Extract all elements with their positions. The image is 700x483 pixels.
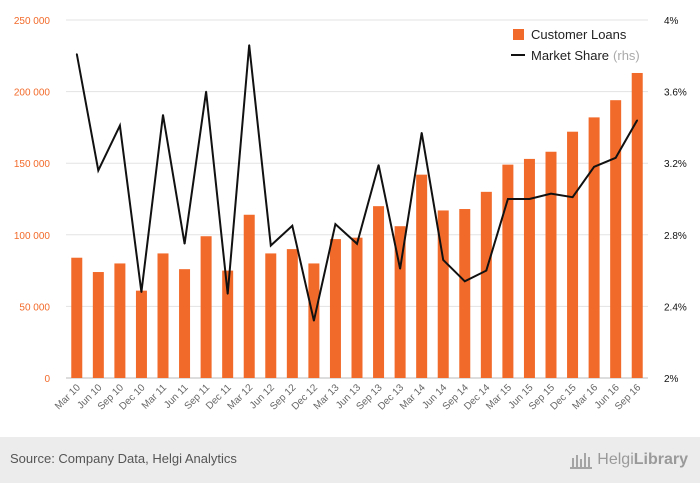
line-point [399, 268, 401, 270]
bar [114, 263, 126, 378]
line-point [291, 225, 294, 227]
right-axis-ticks: 2% 2.4% 2.8% 3.2% 3.6% 4% [664, 16, 687, 385]
footer-bar [0, 437, 700, 483]
left-tick-label: 250 000 [14, 16, 51, 27]
left-tick-label: 150 000 [14, 159, 51, 170]
left-tick-label: 100 000 [14, 231, 51, 242]
bar [523, 158, 535, 378]
bar [502, 164, 514, 378]
line-point [614, 157, 617, 159]
right-tick-label: 4% [664, 16, 679, 27]
right-tick-label: 3.2% [664, 159, 687, 170]
line-point [313, 319, 315, 322]
logo-text: HelgiLibrary [597, 451, 688, 469]
legend: Customer Loans Market Share (rhs) [511, 27, 640, 63]
bar [373, 206, 385, 378]
line-point [528, 198, 531, 200]
bar [71, 257, 83, 378]
logo-text-light: Helgi [597, 451, 634, 468]
left-tick-label: 50 000 [19, 302, 50, 313]
line-point [334, 223, 337, 225]
bar [394, 226, 406, 378]
line-point [162, 114, 164, 116]
building-icon [570, 453, 593, 469]
bar [437, 210, 449, 378]
line-point [507, 198, 509, 200]
line-point [377, 164, 380, 166]
source-note: Source: Company Data, Helgi Analytics [10, 451, 237, 466]
line-point [636, 119, 639, 122]
line-point [97, 169, 100, 172]
bar [459, 209, 471, 378]
bar [545, 151, 557, 378]
bar [588, 117, 600, 378]
legend-market-share-name: Market Share [531, 48, 609, 63]
line-point [420, 131, 423, 134]
right-tick-label: 2.4% [664, 302, 687, 313]
line-point [269, 244, 272, 247]
legend-label-customer-loans: Customer Loans [531, 27, 627, 42]
line-point [248, 44, 251, 46]
left-tick-label: 0 [44, 374, 50, 385]
line-series-market-share [75, 44, 639, 322]
bar [631, 72, 643, 378]
bar [329, 239, 341, 378]
line-point [119, 124, 121, 127]
line-point [140, 291, 143, 293]
right-tick-label: 2% [664, 374, 679, 385]
line-point [571, 196, 574, 199]
bar [480, 191, 492, 378]
combo-chart: 0 50 000 100 000 150 000 200 000 250 000 2% 2.… [14, 16, 687, 413]
legend-label-market-share: Market Share (rhs) [531, 48, 640, 63]
line-point [550, 192, 552, 195]
line-point [463, 280, 466, 283]
line-point [75, 53, 78, 55]
line-point [226, 293, 229, 295]
line-point [183, 242, 186, 245]
line-point [485, 269, 488, 272]
bar [243, 214, 255, 378]
line-point [356, 242, 358, 245]
bar [222, 270, 234, 378]
left-tick-label: 200 000 [14, 88, 51, 99]
bar-series-customer-loans [71, 72, 643, 378]
legend-market-share-suffix: (rhs) [613, 48, 640, 63]
line-point [205, 90, 207, 93]
right-tick-label: 3.6% [664, 88, 687, 99]
bar [416, 174, 428, 378]
bar [265, 253, 277, 378]
bar [92, 272, 104, 378]
legend-swatch-customer-loans [513, 29, 524, 40]
bar [567, 131, 579, 378]
bar [200, 236, 212, 378]
bar [179, 269, 191, 378]
line-point [442, 259, 445, 261]
line-point [593, 165, 595, 168]
bar [351, 237, 363, 378]
bar [610, 100, 622, 378]
right-tick-label: 2.8% [664, 231, 687, 242]
bar [286, 249, 298, 378]
left-axis-ticks: 0 50 000 100 000 150 000 200 000 250 000 [14, 16, 51, 385]
helgi-library-logo: HelgiLibrary [569, 448, 688, 472]
bar [157, 253, 169, 378]
logo-text-bold: Library [633, 451, 688, 468]
bar [135, 290, 147, 378]
